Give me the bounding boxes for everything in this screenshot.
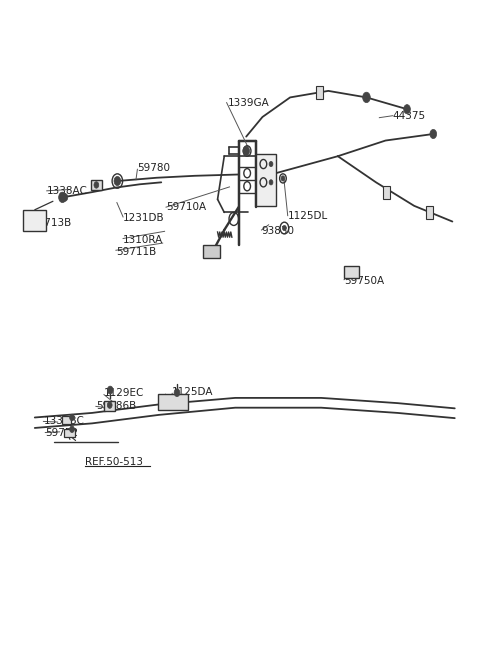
Text: 1129EC: 1129EC — [104, 388, 144, 398]
Bar — [203, 245, 220, 258]
Circle shape — [281, 176, 285, 181]
Text: 1231DB: 1231DB — [123, 213, 165, 223]
Circle shape — [363, 92, 370, 102]
Text: 59711B: 59711B — [116, 247, 156, 256]
Text: 59780: 59780 — [137, 163, 170, 173]
Circle shape — [243, 146, 250, 155]
Circle shape — [269, 180, 273, 185]
Text: REF.50-513: REF.50-513 — [85, 457, 143, 467]
Text: 1338AC: 1338AC — [47, 186, 87, 196]
Circle shape — [108, 386, 113, 394]
Bar — [104, 401, 116, 411]
Circle shape — [174, 389, 180, 397]
Circle shape — [94, 182, 99, 188]
Bar — [256, 154, 276, 206]
Circle shape — [404, 104, 410, 113]
Text: 1125DL: 1125DL — [288, 211, 328, 220]
Circle shape — [282, 226, 286, 231]
Bar — [91, 180, 102, 190]
Text: 93830: 93830 — [262, 226, 294, 236]
Circle shape — [70, 426, 74, 432]
Bar — [158, 394, 188, 409]
Bar — [24, 210, 46, 232]
Circle shape — [70, 414, 74, 420]
Bar — [344, 266, 360, 277]
Text: 59786B: 59786B — [96, 401, 136, 411]
Text: 59752: 59752 — [45, 428, 78, 438]
Bar — [64, 428, 75, 437]
Circle shape — [430, 129, 437, 138]
Text: 59713B: 59713B — [31, 218, 71, 228]
Bar — [316, 87, 323, 99]
Text: 1310RA: 1310RA — [123, 235, 163, 245]
Text: 59750A: 59750A — [344, 276, 384, 286]
Bar — [383, 186, 390, 199]
Text: 1125DA: 1125DA — [172, 387, 214, 397]
Text: 44375: 44375 — [393, 111, 426, 121]
Circle shape — [108, 402, 112, 408]
Circle shape — [114, 176, 120, 186]
Circle shape — [59, 192, 66, 203]
Circle shape — [62, 194, 68, 201]
Bar — [62, 416, 71, 424]
Circle shape — [269, 161, 273, 167]
Bar — [426, 206, 433, 219]
Text: 1339GA: 1339GA — [228, 98, 270, 108]
Text: 1339BC: 1339BC — [43, 417, 84, 426]
Text: 59710A: 59710A — [166, 202, 206, 212]
